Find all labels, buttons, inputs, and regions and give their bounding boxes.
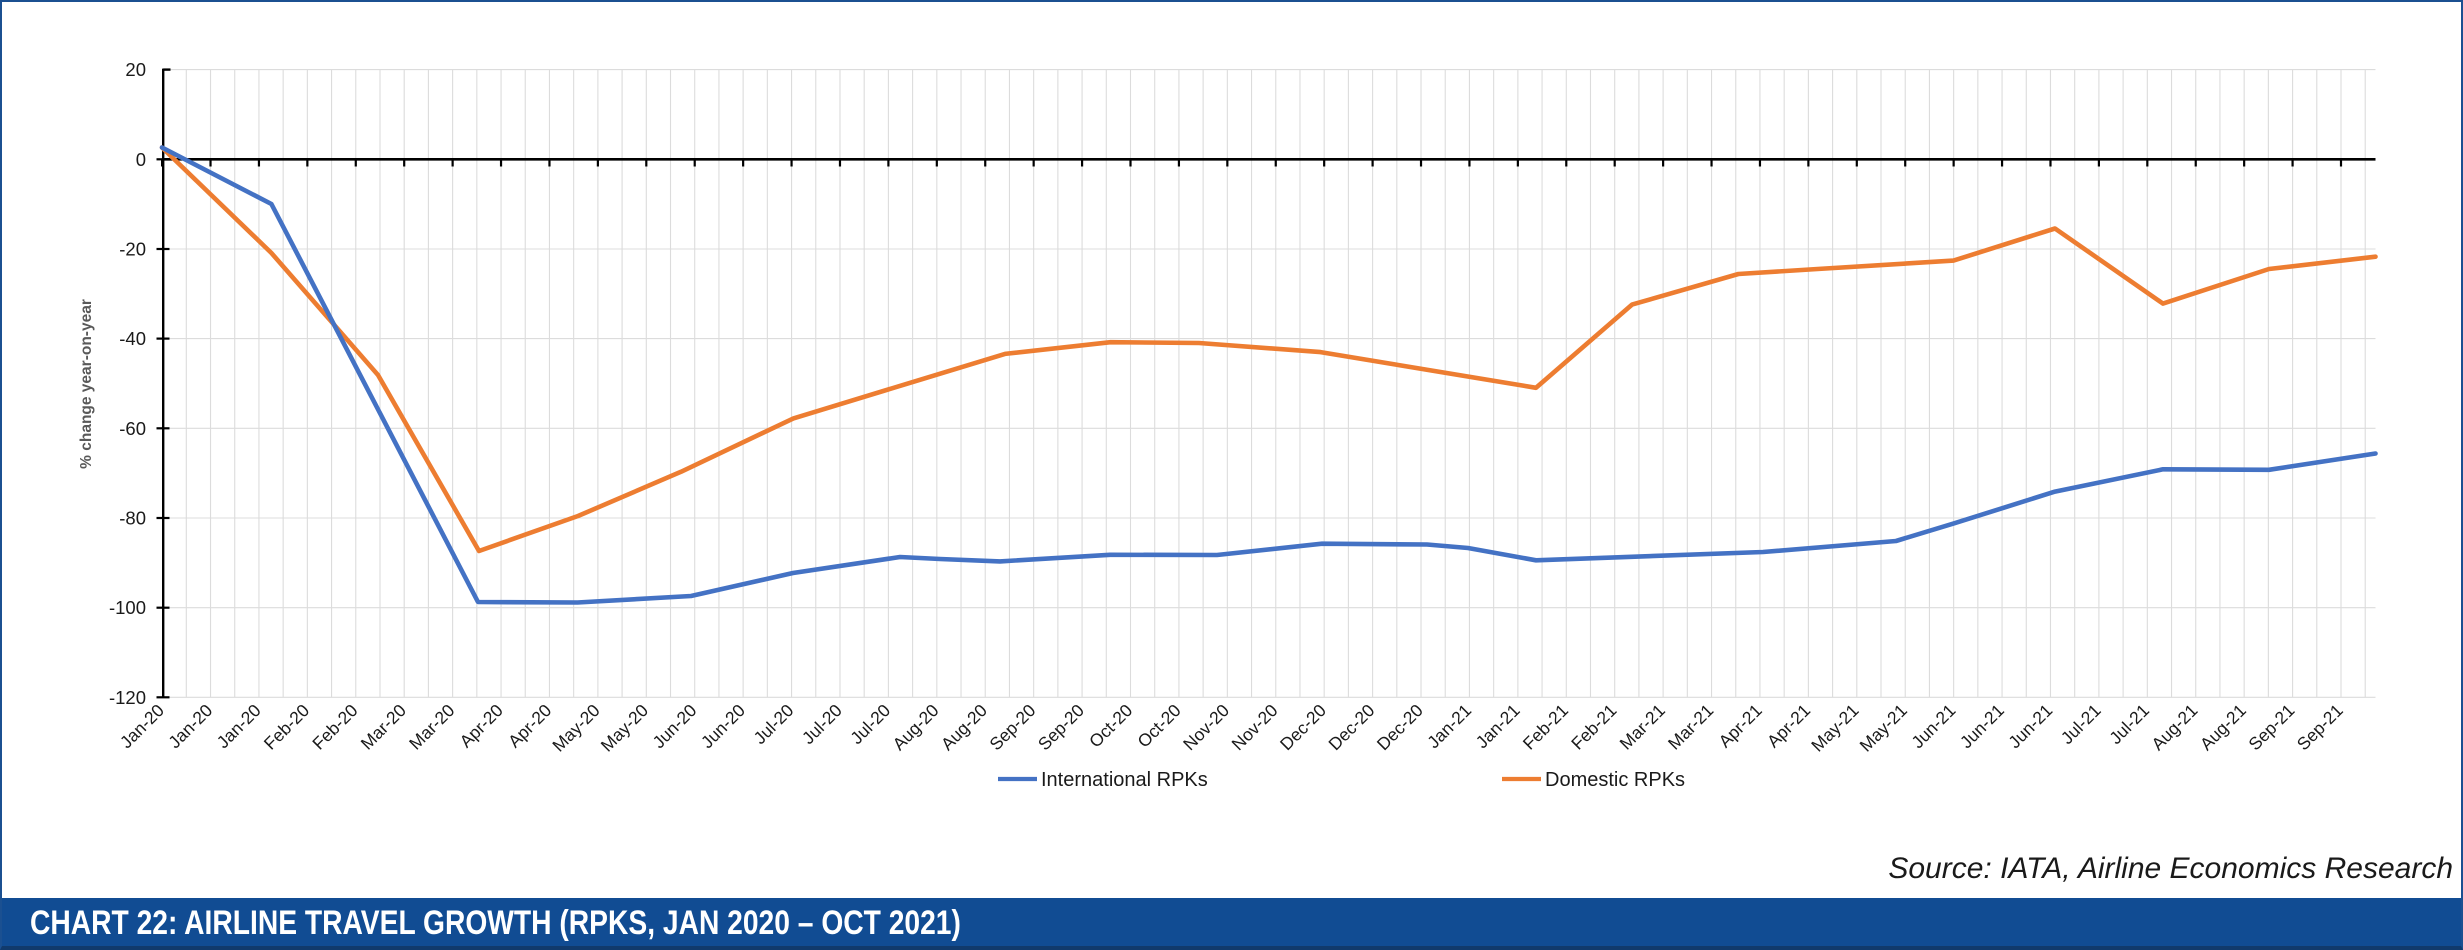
svg-text:Dec-20: Dec-20 (1276, 700, 1330, 754)
svg-text:Jan-20: Jan-20 (116, 700, 168, 752)
svg-text:Nov-20: Nov-20 (1228, 700, 1282, 754)
svg-text:Jan-21: Jan-21 (1423, 700, 1475, 752)
svg-text:Feb-20: Feb-20 (308, 700, 362, 754)
svg-text:-80: -80 (119, 508, 146, 529)
svg-text:Jul-20: Jul-20 (846, 700, 894, 748)
svg-text:Sep-20: Sep-20 (985, 700, 1039, 754)
svg-text:20: 20 (125, 59, 146, 80)
svg-text:-120: -120 (109, 687, 146, 708)
svg-text:Nov-20: Nov-20 (1179, 700, 1233, 754)
svg-text:Oct-20: Oct-20 (1133, 700, 1184, 751)
svg-text:Jun-20: Jun-20 (649, 700, 701, 752)
svg-text:0: 0 (136, 149, 146, 170)
svg-text:-40: -40 (119, 328, 146, 349)
svg-text:May-21: May-21 (1807, 700, 1862, 755)
svg-text:Dec-20: Dec-20 (1373, 700, 1427, 754)
svg-text:May-21: May-21 (1856, 700, 1911, 755)
svg-text:Jan-20: Jan-20 (213, 700, 265, 752)
svg-text:Mar-20: Mar-20 (357, 700, 411, 754)
svg-text:Domestic RPKs: Domestic RPKs (1545, 769, 1685, 791)
svg-text:Jun-20: Jun-20 (697, 700, 749, 752)
svg-text:Feb-21: Feb-21 (1567, 700, 1620, 753)
svg-text:Jun-21: Jun-21 (2004, 700, 2056, 752)
svg-text:Sep-20: Sep-20 (1034, 700, 1088, 754)
svg-text:May-20: May-20 (597, 700, 653, 756)
svg-text:Mar-21: Mar-21 (1664, 700, 1717, 753)
svg-text:Jul-20: Jul-20 (750, 700, 798, 748)
svg-text:Mar-20: Mar-20 (405, 700, 459, 754)
svg-text:Jan-20: Jan-20 (164, 700, 216, 752)
svg-text:-100: -100 (109, 597, 146, 618)
svg-text:Apr-21: Apr-21 (1763, 700, 1814, 751)
svg-text:Jul-21: Jul-21 (2105, 700, 2153, 748)
svg-text:Apr-20: Apr-20 (504, 700, 555, 751)
svg-text:Aug-21: Aug-21 (2147, 700, 2201, 754)
svg-text:Jul-21: Jul-21 (2057, 700, 2105, 748)
svg-text:Jun-21: Jun-21 (1956, 700, 2008, 752)
svg-text:% change year-on-year: % change year-on-year (78, 299, 95, 469)
svg-text:Apr-21: Apr-21 (1715, 700, 1766, 751)
svg-text:Feb-21: Feb-21 (1519, 700, 1572, 753)
svg-text:Oct-20: Oct-20 (1085, 700, 1136, 751)
svg-text:Sep-21: Sep-21 (2244, 700, 2298, 754)
svg-text:May-20: May-20 (548, 700, 604, 756)
svg-text:International RPKs: International RPKs (1041, 769, 1208, 791)
svg-text:-60: -60 (119, 418, 146, 439)
svg-text:Jan-21: Jan-21 (1472, 700, 1524, 752)
svg-text:Apr-20: Apr-20 (456, 700, 507, 751)
svg-text:Aug-21: Aug-21 (2196, 700, 2250, 754)
svg-text:-20: -20 (119, 239, 146, 260)
svg-text:Feb-20: Feb-20 (260, 700, 314, 754)
svg-text:Sep-21: Sep-21 (2293, 700, 2347, 754)
svg-text:Mar-21: Mar-21 (1616, 700, 1669, 753)
svg-text:Aug-20: Aug-20 (889, 700, 943, 754)
svg-text:Jun-21: Jun-21 (1907, 700, 1959, 752)
svg-text:Dec-20: Dec-20 (1324, 700, 1378, 754)
svg-text:Aug-20: Aug-20 (937, 700, 991, 754)
svg-text:Jul-20: Jul-20 (798, 700, 846, 748)
